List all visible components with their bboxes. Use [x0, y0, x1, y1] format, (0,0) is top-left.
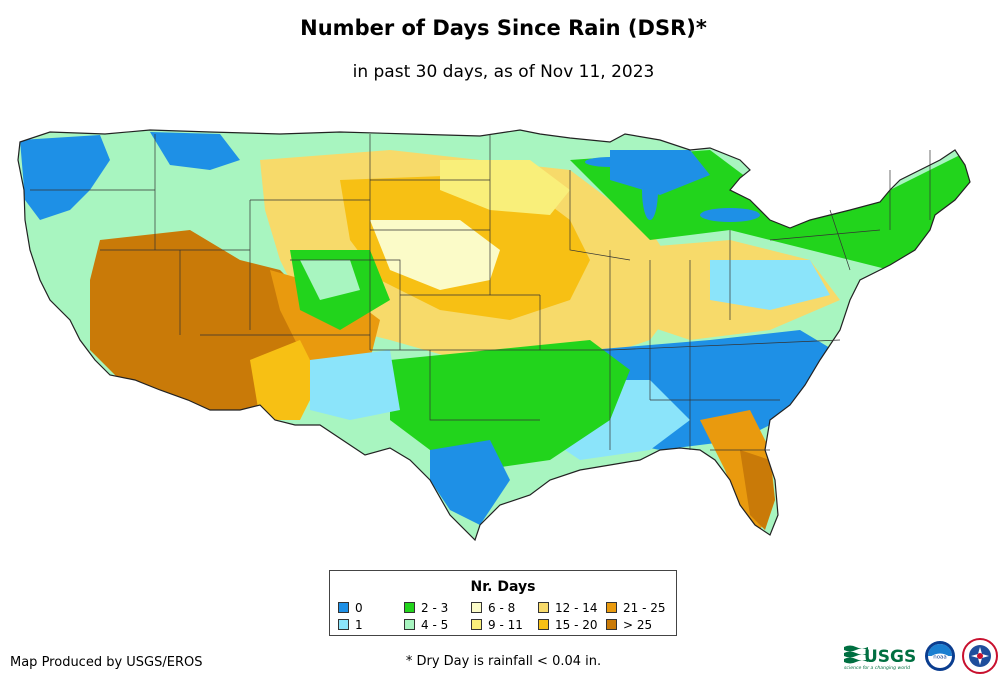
legend-item-9: > 25	[606, 618, 652, 632]
legend-swatch	[471, 602, 482, 613]
map-credit: Map Produced by USGS/EROS	[10, 655, 203, 670]
legend-swatch	[338, 602, 349, 613]
legend-swatch	[471, 619, 482, 630]
legend-swatch	[338, 619, 349, 630]
legend-item-8: 21 - 25	[606, 601, 666, 615]
legend-label: 12 - 14	[555, 601, 598, 615]
legend-item-0: 0	[338, 601, 363, 615]
legend-swatch	[606, 602, 617, 613]
legend-item-5: 9 - 11	[471, 618, 523, 632]
map-title: Number of Days Since Rain (DSR)*	[300, 16, 707, 40]
nws-logo-icon	[962, 638, 998, 674]
days-since-rain-map	[17, 129, 971, 542]
legend-swatch	[404, 602, 415, 613]
dry-day-footnote: * Dry Day is rainfall < 0.04 in.	[405, 654, 602, 669]
legend-item-1: 1	[338, 618, 363, 632]
legend-label: 9 - 11	[488, 618, 523, 632]
usgs-tagline: science for a changing world	[844, 665, 910, 671]
legend-item-2: 2 - 3	[404, 601, 448, 615]
map-subtitle: in past 30 days, as of Nov 11, 2023	[352, 62, 655, 82]
legend-swatch	[606, 619, 617, 630]
legend-label: 1	[355, 618, 363, 632]
legend-swatch	[538, 619, 549, 630]
legend-swatch	[538, 602, 549, 613]
legend-swatch	[404, 619, 415, 630]
legend-label: 4 - 5	[421, 618, 449, 632]
legend-item-6: 12 - 14	[538, 601, 598, 615]
legend-item-4: 6 - 8	[471, 601, 515, 615]
noaa-logo-text: noaa	[933, 655, 947, 661]
legend-item-7: 15 - 20	[538, 618, 598, 632]
legend-label: 15 - 20	[555, 618, 598, 632]
map-legend: Nr. Days 0 1 2 - 3 4 - 5 6 - 8 9 - 11 12…	[329, 570, 677, 636]
legend-label: 6 - 8	[488, 601, 516, 615]
legend-label: 2 - 3	[421, 601, 449, 615]
noaa-logo-icon: noaa	[925, 641, 955, 671]
legend-title: Nr. Days	[470, 579, 536, 595]
legend-item-3: 4 - 5	[404, 618, 448, 632]
usgs-logo-text: USGS	[864, 647, 916, 667]
legend-label: 21 - 25	[623, 601, 666, 615]
legend-label: > 25	[623, 618, 653, 632]
usgs-logo-icon: USGS science for a changing world	[844, 645, 916, 671]
legend-label: 0	[355, 601, 363, 615]
